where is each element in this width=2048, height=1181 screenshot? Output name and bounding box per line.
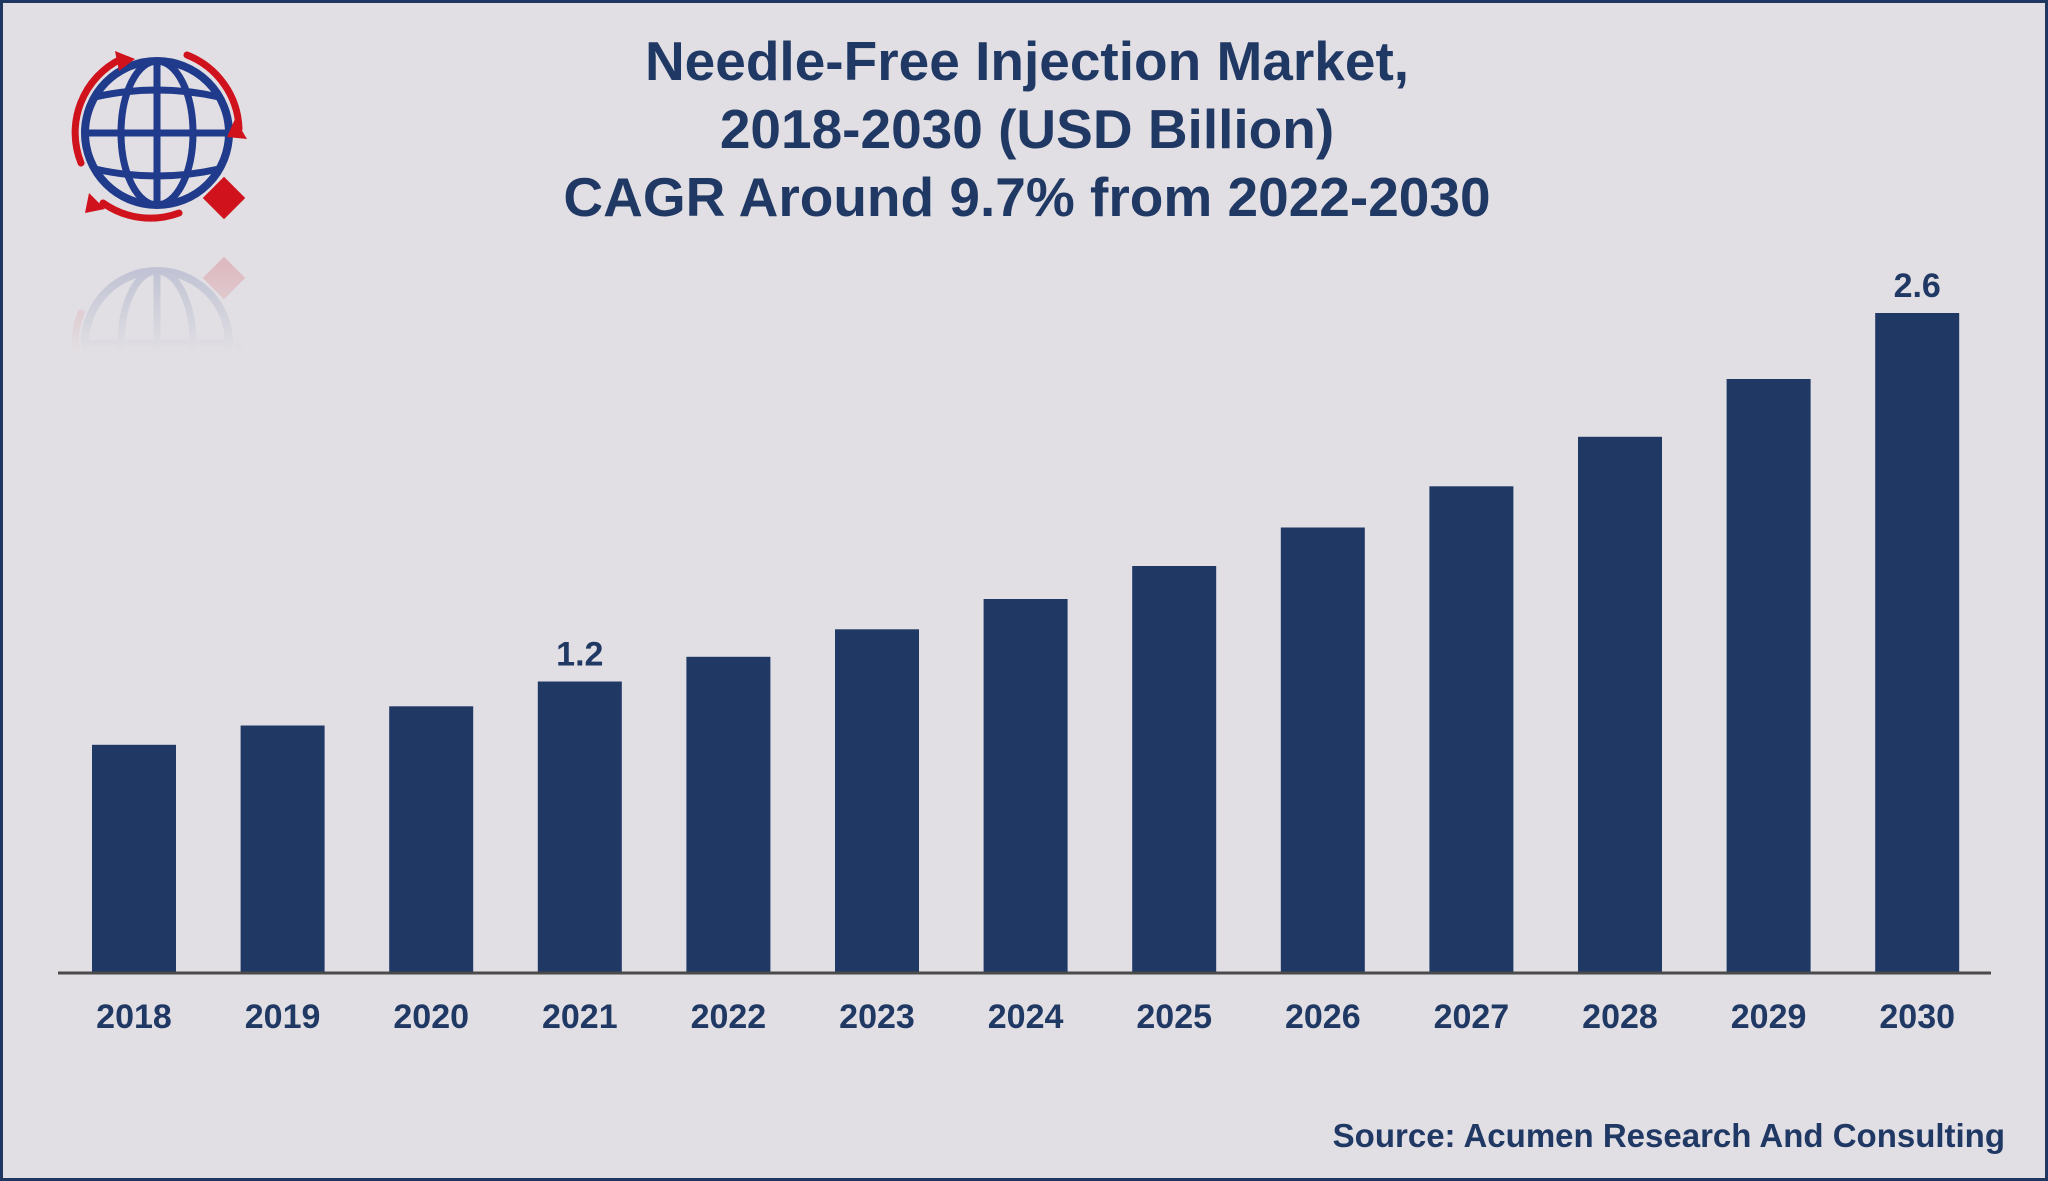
chart-title-line-2: 2018-2030 (USD Billion) [719, 98, 1335, 160]
bar-2028 [1578, 436, 1662, 974]
x-tick-label-2029: 2029 [1731, 998, 1807, 1036]
data-label-2030: 2.6 [1894, 267, 1941, 305]
chart-title: Needle-Free Injection Market, 2018-2030 … [403, 27, 1651, 231]
x-tick-label-2025: 2025 [1136, 998, 1212, 1036]
x-tick-label-2022: 2022 [691, 998, 767, 1036]
bars-layer [92, 313, 1960, 974]
data-label-2021: 1.2 [556, 636, 603, 674]
x-tick-label-2020: 2020 [393, 998, 469, 1036]
x-tick-label-2030: 2030 [1879, 998, 1955, 1036]
bar-2018 [92, 744, 176, 974]
bar-2025 [1132, 566, 1217, 973]
x-tick-label-2028: 2028 [1582, 998, 1658, 1036]
bar-2024 [983, 599, 1068, 973]
chart-title-line-3: CAGR Around 9.7% from 2022-2030 [563, 166, 1491, 228]
labels-layer: 2018 2019 2020 2021 2022 2023 2024 2025 2026 2027… [96, 267, 1955, 1036]
bar-2021 [537, 681, 622, 973]
bar-2023 [835, 629, 919, 974]
bar-2022 [686, 656, 771, 974]
bar-2026 [1280, 527, 1365, 973]
x-tick-label-2023: 2023 [839, 998, 915, 1036]
x-tick-label-2027: 2027 [1434, 998, 1510, 1036]
bar-2020 [389, 706, 474, 974]
chart-title-line-1: Needle-Free Injection Market, [644, 30, 1410, 92]
x-tick-label-2021: 2021 [542, 998, 618, 1036]
globe-arrows-logo-icon [71, 51, 247, 222]
x-tick-label-2024: 2024 [988, 998, 1064, 1036]
bar-chart: 2018 2019 2020 2021 2022 2023 2024 2025 2026 2027… [58, 267, 1991, 1036]
x-tick-label-2018: 2018 [96, 998, 172, 1036]
logo-reflection-icon [71, 256, 246, 425]
bar-2029 [1726, 379, 1811, 973]
x-tick-label-2026: 2026 [1285, 998, 1361, 1036]
source-note: Source: Acumen Research And Consulting [1332, 1117, 2005, 1154]
x-tick-label-2019: 2019 [245, 998, 321, 1036]
bar-2027 [1429, 486, 1514, 974]
bar-2030 [1875, 313, 1960, 973]
bar-2019 [240, 725, 325, 973]
